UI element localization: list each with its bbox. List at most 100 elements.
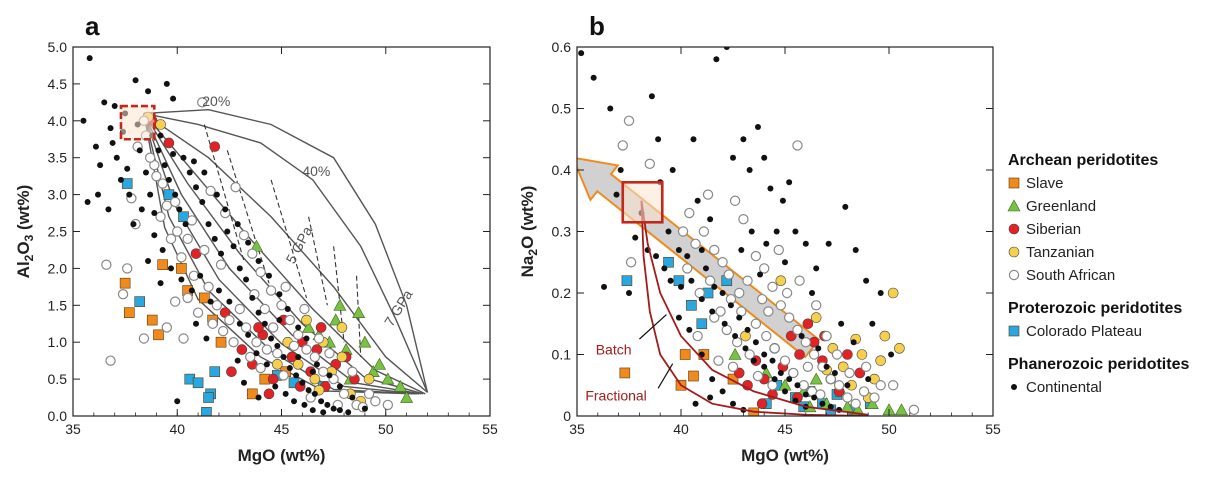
continental-point <box>161 162 168 169</box>
continental-point <box>186 169 193 176</box>
continental-point <box>754 123 761 130</box>
continental-point <box>299 379 306 386</box>
y-axis-label-part: (wt%) <box>518 186 537 236</box>
south_african-point <box>192 307 204 318</box>
annotation-label: Fractional <box>585 388 646 404</box>
greenland-point <box>400 390 414 403</box>
south_african-point <box>779 355 791 366</box>
continental-point <box>207 298 214 305</box>
continental-point <box>84 198 91 205</box>
tanzanian-point <box>856 349 868 360</box>
y-axis-label: Na2O (wt%) <box>518 186 540 278</box>
continental-point <box>757 271 764 278</box>
south_african-point <box>299 303 310 315</box>
south_african-point <box>259 303 271 315</box>
continental-point <box>163 80 170 87</box>
continental-point <box>132 77 139 84</box>
melt-degree-dash-3 <box>308 216 328 306</box>
tanzanian-point <box>272 359 283 370</box>
continental-point <box>782 259 788 266</box>
continental-point <box>792 397 799 404</box>
south_african-point <box>623 115 635 127</box>
continental-point <box>632 234 639 241</box>
continental-point <box>311 390 318 397</box>
continental-point <box>698 246 705 253</box>
legend-item-continental: Continental <box>1026 379 1102 396</box>
source-box <box>621 181 664 224</box>
continental-point <box>815 345 822 352</box>
siberian-point <box>315 322 327 333</box>
continental-point <box>831 369 838 376</box>
continental-point <box>825 240 832 247</box>
continental-point <box>771 376 778 383</box>
continental-point <box>748 228 755 235</box>
continental-point <box>190 158 197 165</box>
continental-point <box>305 387 312 394</box>
continental-point <box>107 125 114 132</box>
south_african-point <box>207 318 218 329</box>
colorado-point <box>201 407 212 416</box>
south_african-point <box>165 233 177 245</box>
south_african-point <box>234 303 245 315</box>
continental-point <box>626 290 632 296</box>
y-tick-label: 5.0 <box>48 39 68 55</box>
south_african-point <box>644 158 656 170</box>
continental-point <box>301 401 308 408</box>
continental-point <box>226 298 233 305</box>
x-axis-label: MgO (wt%) <box>741 446 829 465</box>
colorado-point <box>134 296 146 307</box>
south_african-point <box>694 287 705 299</box>
continental-point <box>255 309 262 316</box>
continental-point <box>707 216 714 223</box>
x-axis-label: MgO (wt%) <box>238 446 326 465</box>
continental-point <box>222 206 229 213</box>
continental-point <box>151 232 158 239</box>
continental-point <box>170 151 177 158</box>
south_african-point <box>151 170 162 182</box>
south_african-point <box>105 355 116 366</box>
south_african-point <box>288 340 300 352</box>
south_african-point <box>752 370 764 382</box>
continental-point <box>802 391 809 398</box>
legend-item-south_african: South African <box>1026 267 1115 284</box>
continental-point <box>211 235 218 242</box>
continental-point <box>730 154 736 161</box>
continental-point <box>293 372 300 379</box>
slave-point <box>153 329 164 341</box>
tanzanian-point <box>837 361 849 373</box>
siberian-point <box>802 318 814 330</box>
legend-item-greenland: Greenland <box>1026 198 1096 215</box>
continental-point <box>721 320 728 327</box>
continental-point <box>336 407 343 414</box>
south_african-point <box>709 244 720 256</box>
y-tick-label: 2.0 <box>48 260 68 276</box>
continental-point <box>265 272 272 279</box>
continental-point <box>193 320 200 327</box>
slave-point <box>679 349 691 360</box>
legend: Archean peridotites Slave Greenland Siberia… <box>1007 152 1189 396</box>
continental-point <box>709 376 716 383</box>
annotation-label: 5 GPa <box>283 223 316 266</box>
slave-point <box>119 277 131 289</box>
continental-point <box>276 291 283 298</box>
south_african-point <box>230 182 241 193</box>
siberian-point <box>842 349 853 360</box>
continental-point <box>97 162 104 169</box>
slave-point <box>215 336 227 348</box>
south_african-point <box>276 300 287 311</box>
continental-point <box>738 246 745 253</box>
south_african-point <box>767 281 778 293</box>
south_african-point <box>324 348 335 359</box>
continental-point <box>180 154 187 161</box>
greenland-point <box>851 403 865 416</box>
south_african-point <box>750 250 762 262</box>
continental-point <box>109 139 116 146</box>
continental-point <box>130 221 137 228</box>
continental-point <box>763 240 770 247</box>
continental-point <box>309 368 316 375</box>
south_african-point <box>763 306 774 317</box>
slave-point <box>688 370 699 382</box>
tanzanian-point <box>336 322 348 333</box>
south_african-point <box>715 306 726 317</box>
